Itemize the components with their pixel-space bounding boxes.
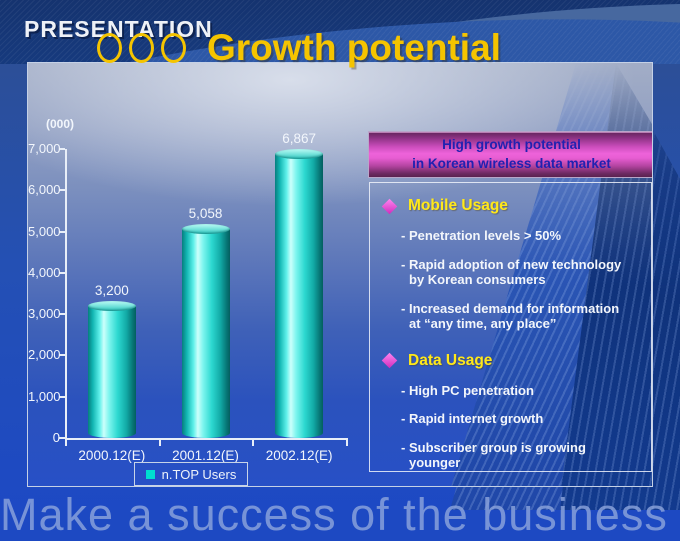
y-tick bbox=[59, 354, 65, 357]
y-tick-label: 3,000 bbox=[28, 306, 61, 322]
y-tick-label: 6,000 bbox=[28, 182, 61, 198]
slide-title: Growth potential bbox=[97, 27, 501, 69]
bullet-item: Rapid internet growth bbox=[380, 411, 630, 427]
y-tick-label: 5,000 bbox=[28, 223, 61, 239]
bullet-item: Subscriber group is growing younger bbox=[380, 440, 630, 471]
x-axis-line bbox=[65, 438, 348, 440]
bullet-item: Penetration levels > 50% bbox=[380, 228, 630, 244]
bar-top-cap bbox=[87, 300, 136, 311]
y-tick bbox=[59, 395, 65, 398]
bar-value-label: 6,867 bbox=[282, 131, 317, 147]
diamond-bullet-icon bbox=[381, 198, 398, 214]
watermark-text: Make a success of the business bbox=[0, 489, 668, 540]
section-heading-label: Data Usage bbox=[408, 351, 493, 369]
title-circles-icon bbox=[97, 33, 193, 63]
diamond-bullet-icon bbox=[381, 352, 398, 369]
y-tick-label: 7,000 bbox=[28, 141, 61, 156]
bar-2001.12(E) bbox=[181, 224, 230, 438]
callout-banner: High growth potential in Korean wireless… bbox=[368, 131, 652, 178]
bar-value-label: 3,200 bbox=[94, 282, 129, 298]
x-category-label: 2002.12(E) bbox=[265, 448, 333, 463]
axis-unit-label: (000) bbox=[46, 117, 75, 131]
y-tick-label: 1,000 bbox=[28, 388, 61, 404]
chart-legend: n.TOP Users bbox=[134, 462, 248, 486]
title-circle-icon bbox=[129, 33, 154, 63]
bar-value-label: 5,058 bbox=[188, 206, 223, 222]
bullet-item: High PC penetration bbox=[380, 383, 630, 399]
y-tick bbox=[59, 189, 65, 192]
title-circle-icon bbox=[97, 33, 122, 63]
bar-top-cap bbox=[181, 224, 230, 235]
bar-2002.12(E) bbox=[275, 149, 324, 438]
section-heading-label: Mobile Usage bbox=[408, 197, 508, 214]
y-tick bbox=[59, 313, 65, 316]
section-heading: Data Usage bbox=[381, 351, 645, 370]
x-tick bbox=[158, 440, 161, 446]
callout-line1: High growth potential bbox=[442, 137, 581, 152]
bullet-item: Rapid adoption of new technology by Kore… bbox=[380, 257, 630, 288]
content-panel: n.TOP Users (000) 0 1,000 2,000 3,000 4,000 5,… bbox=[27, 62, 653, 487]
y-tick bbox=[59, 271, 65, 274]
y-axis-line bbox=[65, 149, 67, 438]
bullet-item: Increased demand for information at “any… bbox=[380, 301, 630, 332]
x-tick bbox=[252, 440, 255, 446]
y-tick bbox=[59, 148, 65, 150]
section-heading: Mobile Usage bbox=[381, 197, 645, 215]
y-tick bbox=[59, 230, 65, 233]
x-category-label: 2001.12(E) bbox=[172, 448, 239, 463]
x-tick bbox=[346, 440, 348, 446]
callout-line2: in Korean wireless data market bbox=[412, 156, 611, 171]
legend-label: n.TOP Users bbox=[161, 466, 237, 482]
y-tick bbox=[59, 437, 65, 439]
y-tick-label: 0 bbox=[52, 430, 60, 445]
y-tick-label: 4,000 bbox=[28, 264, 61, 280]
title-circle-icon bbox=[161, 33, 186, 63]
bar-top-cap bbox=[275, 149, 324, 160]
bar-2000.12(E) bbox=[87, 300, 136, 438]
page-title: Growth potential bbox=[207, 27, 501, 68]
x-tick bbox=[65, 440, 67, 446]
legend-swatch-icon bbox=[145, 469, 155, 479]
bar-chart: n.TOP Users (000) 0 1,000 2,000 3,000 4,000 5,… bbox=[28, 63, 652, 486]
bullets-box: Mobile Usage Penetration levels > 50% Rapi… bbox=[369, 182, 652, 472]
x-category-label: 2000.12(E) bbox=[78, 448, 146, 463]
y-tick-label: 2,000 bbox=[28, 347, 61, 363]
